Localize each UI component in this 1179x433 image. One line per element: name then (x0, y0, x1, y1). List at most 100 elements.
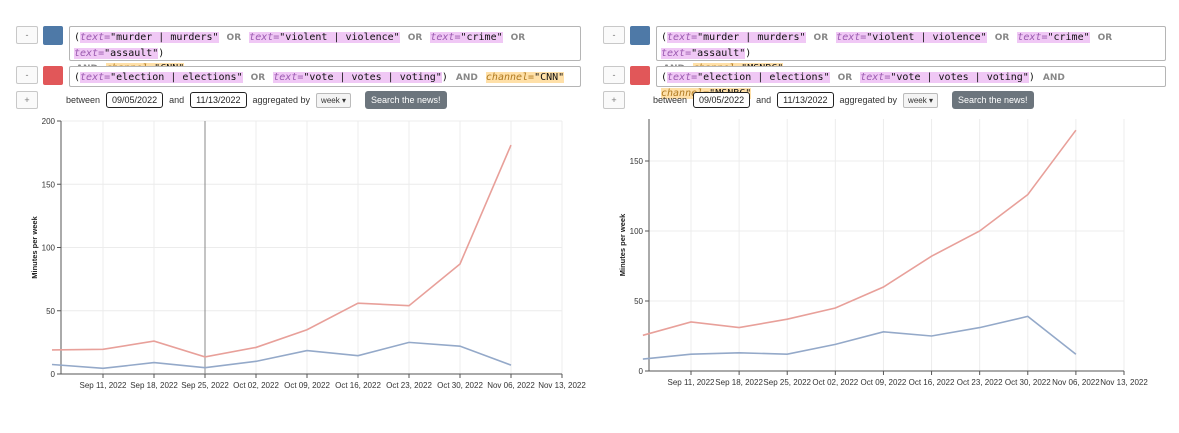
paren: ) (158, 48, 165, 59)
x-tick-label: Oct 30, 2022 (1005, 378, 1051, 387)
x-tick-label: Oct 09, 2022 (861, 378, 907, 387)
text-term: text="crime" (430, 32, 503, 43)
paren: ( (661, 32, 668, 43)
x-tick-label: Sep 18, 2022 (130, 381, 178, 390)
text-term: text="vote | votes | voting" (860, 72, 1029, 83)
paren: ( (661, 72, 668, 83)
y-tick-label: 100 (42, 244, 56, 253)
chevron-down-icon: ▾ (341, 95, 346, 105)
search-button[interactable]: Search the news! (951, 91, 1034, 109)
series-line-election (642, 129, 1077, 337)
x-tick-label: Sep 18, 2022 (715, 378, 763, 387)
query-color-swatch[interactable] (43, 26, 63, 45)
y-tick-label: 150 (630, 157, 644, 166)
or-operator: OR (813, 33, 829, 43)
y-tick-label: 200 (42, 117, 56, 126)
channel-term: channel="CNN" (485, 72, 565, 83)
add-query-button[interactable]: + (603, 91, 625, 109)
between-label: between (653, 95, 688, 105)
text-term: text="crime" (1017, 32, 1090, 43)
y-tick-label: 50 (634, 297, 643, 306)
y-tick-label: 0 (639, 367, 644, 376)
x-tick-label: Nov 13, 2022 (538, 381, 586, 390)
query-row-1: - (text="murder | murders" OR text="viol… (16, 26, 581, 74)
x-tick-label: Oct 02, 2022 (812, 378, 858, 387)
remove-query-button[interactable]: - (603, 66, 625, 84)
start-date-input[interactable]: 09/05/2022 (106, 92, 164, 108)
y-tick-label: 150 (42, 180, 56, 189)
query-input[interactable]: (text="election | elections" OR text="vo… (69, 66, 581, 87)
text-term: text="murder | murders" (667, 32, 806, 43)
text-term: text="assault" (74, 48, 159, 59)
series-line-crime (51, 341, 512, 370)
x-tick-label: Sep 11, 2022 (79, 381, 127, 390)
start-date-input[interactable]: 09/05/2022 (693, 92, 751, 108)
x-tick-label: Oct 30, 2022 (437, 381, 483, 390)
aggregation-value: week (321, 95, 340, 105)
x-tick-label: Nov 13, 2022 (1100, 378, 1148, 387)
x-tick-label: Nov 06, 2022 (487, 381, 535, 390)
controls-row: + between 09/05/2022 and 11/13/2022 aggr… (16, 91, 447, 109)
y-axis-label: Minutes per week (618, 213, 627, 276)
x-tick-label: Oct 16, 2022 (909, 378, 955, 387)
paren: ) (745, 48, 752, 59)
query-row-1: - (text="murder | murders" OR text="viol… (603, 26, 1166, 74)
y-tick-label: 100 (630, 227, 644, 236)
text-term: text="violent | violence" (249, 32, 400, 43)
x-tick-label: Sep 25, 2022 (763, 378, 811, 387)
end-date-input[interactable]: 11/13/2022 (190, 92, 247, 108)
or-operator: OR (994, 33, 1010, 43)
x-tick-label: Nov 06, 2022 (1052, 378, 1100, 387)
and-operator: AND (455, 73, 478, 83)
msnbc-chart[interactable]: 0 50 100 150 Sep 11, 2022 Sep 18, 2022 Sep 25,… (603, 114, 1163, 394)
remove-query-button[interactable]: - (603, 26, 625, 44)
query-row-2: - (text="election | elections" OR text="… (16, 66, 581, 87)
query-input[interactable]: (text="murder | murders" OR text="violen… (69, 26, 581, 74)
query-input[interactable]: (text="murder | murders" OR text="violen… (656, 26, 1166, 74)
paren: ( (74, 32, 81, 43)
and-label: and (756, 95, 772, 105)
x-tick-label: Oct 16, 2022 (335, 381, 381, 390)
or-operator: OR (1097, 33, 1113, 43)
text-term: text="assault" (661, 48, 746, 59)
aggregated-by-label: aggregated by (839, 95, 898, 105)
or-operator: OR (250, 73, 266, 83)
x-tick-label: Sep 11, 2022 (667, 378, 715, 387)
and-label: and (169, 95, 185, 105)
query-color-swatch[interactable] (43, 66, 63, 85)
y-tick-label: 0 (51, 370, 56, 379)
between-label: between (66, 95, 101, 105)
end-date-input[interactable]: 11/13/2022 (777, 92, 834, 108)
series-line-crime (642, 315, 1077, 360)
query-row-2: - (text="election | elections" OR text="… (603, 66, 1166, 99)
msnbc-panel: - (text="murder | murders" OR text="viol… (603, 0, 1178, 433)
or-operator: OR (226, 33, 242, 43)
or-operator: OR (407, 33, 423, 43)
cnn-panel: - (text="murder | murders" OR text="viol… (16, 0, 591, 433)
text-term: text="election | elections" (80, 72, 243, 83)
or-operator: OR (837, 73, 853, 83)
y-tick-label: 50 (46, 307, 55, 316)
x-tick-label: Oct 09, 2022 (284, 381, 330, 390)
text-term: text="violent | violence" (836, 32, 987, 43)
search-button[interactable]: Search the news! (364, 91, 447, 109)
cnn-chart[interactable]: 0 50 100 150 200 Sep 11, 2022 Sep 18, 2022 Sep … (16, 114, 586, 394)
aggregation-select[interactable]: week ▾ (903, 92, 938, 108)
aggregated-by-label: aggregated by (252, 95, 311, 105)
chevron-down-icon: ▾ (928, 95, 933, 105)
x-tick-label: Sep 25, 2022 (181, 381, 229, 390)
aggregation-value: week (908, 95, 927, 105)
text-term: text="murder | murders" (80, 32, 219, 43)
remove-query-button[interactable]: - (16, 66, 38, 84)
text-term: text="vote | votes | voting" (273, 72, 442, 83)
remove-query-button[interactable]: - (16, 26, 38, 44)
query-color-swatch[interactable] (630, 26, 650, 45)
add-query-button[interactable]: + (16, 91, 38, 109)
query-input[interactable]: (text="election | elections" OR text="vo… (656, 66, 1166, 99)
y-axis-label: Minutes per week (30, 215, 39, 278)
x-tick-label: Oct 02, 2022 (233, 381, 279, 390)
aggregation-select[interactable]: week ▾ (316, 92, 351, 108)
and-operator: AND (1042, 73, 1065, 83)
query-color-swatch[interactable] (630, 66, 650, 85)
paren: ) (1028, 72, 1035, 83)
